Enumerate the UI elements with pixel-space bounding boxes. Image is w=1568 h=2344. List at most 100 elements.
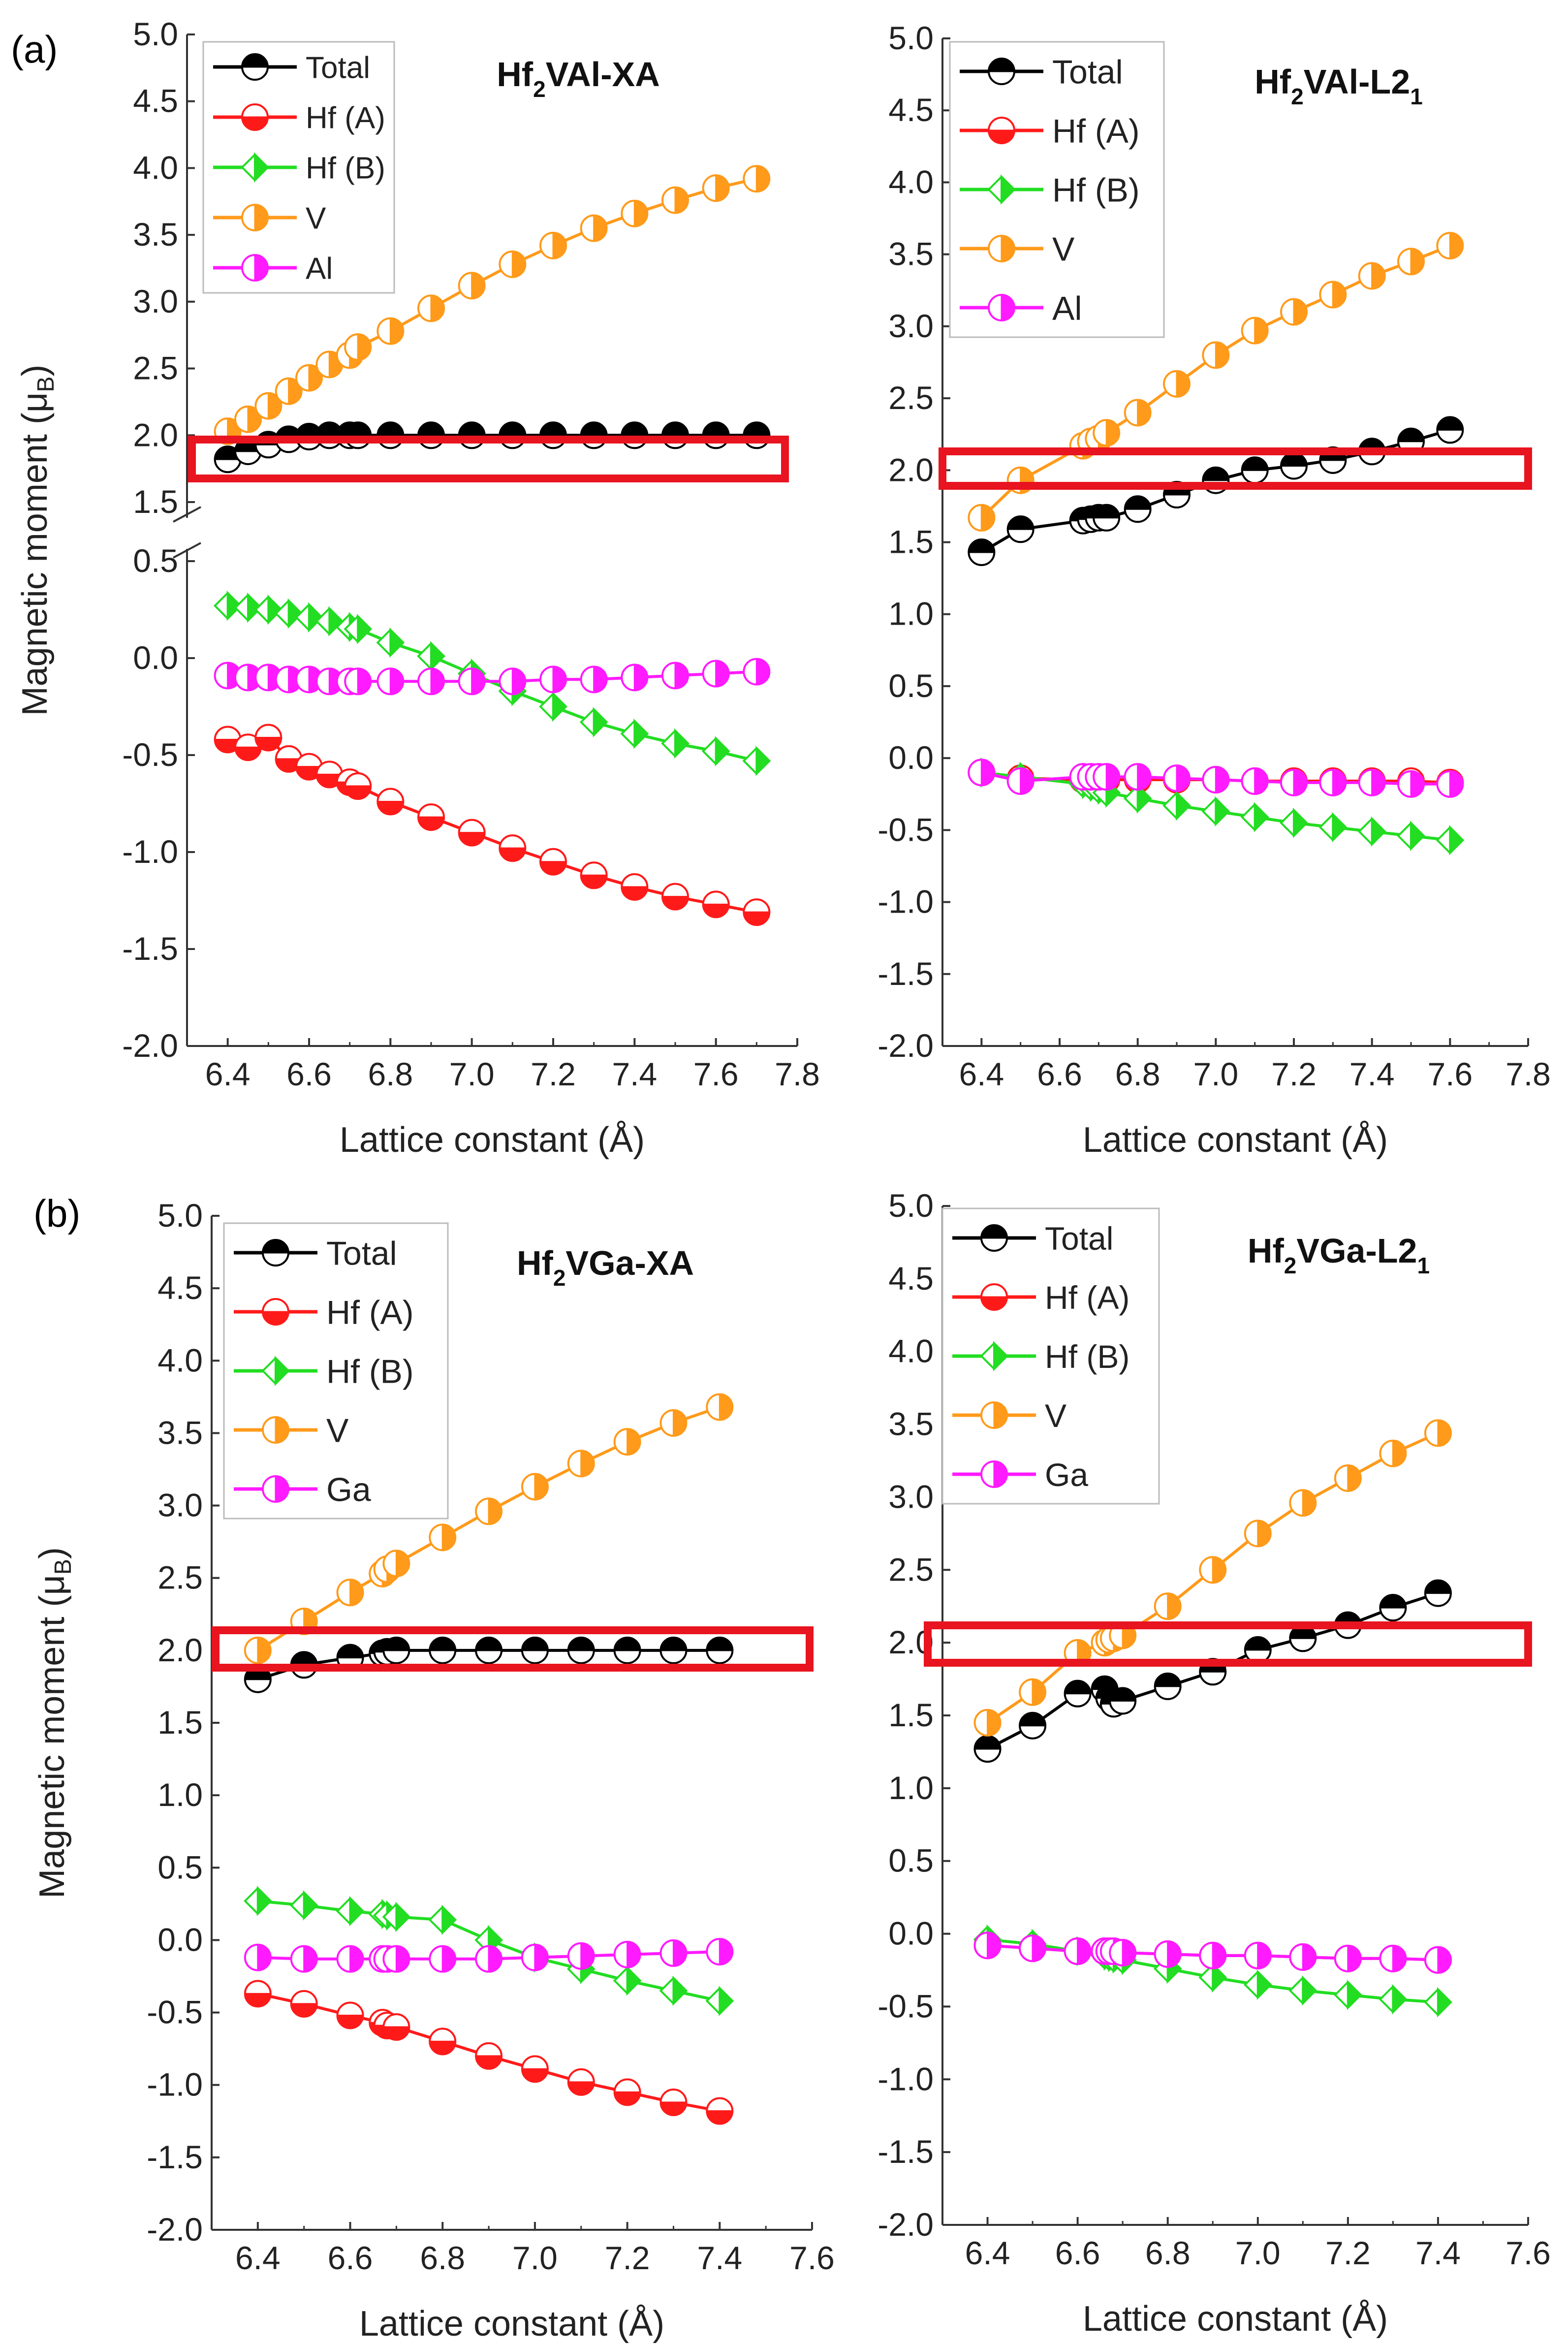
- y-tick-label: -1.0: [878, 884, 934, 920]
- legend-item: Hf (A): [213, 101, 385, 135]
- data-point-fill: [1105, 419, 1120, 446]
- data-point-fill: [672, 1939, 687, 1967]
- data-point-fill: [580, 874, 608, 889]
- chart-title: Hf2VAl-XA: [497, 55, 660, 102]
- y-axis-label: Magnetic moment (μB): [32, 1547, 76, 1899]
- data-point-fill: [539, 421, 567, 436]
- data-point-fill: [1137, 399, 1152, 426]
- data-point-fill: [262, 1239, 289, 1254]
- series-hf-b: [213, 590, 771, 776]
- legend-label: Hf (B): [1045, 1338, 1129, 1375]
- data-point-fill: [567, 1637, 595, 1651]
- data-point-fill: [429, 2040, 456, 2055]
- data-point-fill: [458, 421, 486, 436]
- data-point-fill: [1020, 767, 1035, 795]
- data-point-fill: [357, 333, 372, 361]
- data-point-fill: [552, 232, 567, 259]
- legend-item: Hf (B): [234, 1353, 414, 1390]
- panel-b-label: (b): [33, 1192, 81, 1235]
- data-point-fill: [1212, 1556, 1226, 1584]
- x-tick-label: 6.8: [1115, 1056, 1160, 1092]
- y-tick-label: 4.5: [888, 92, 934, 128]
- legend-item: Al: [213, 252, 333, 285]
- data-point-fill: [974, 1735, 1002, 1750]
- series-total: [973, 1579, 1452, 1763]
- y-tick-label: 2.5: [888, 1551, 934, 1587]
- y-tick-label: 1.5: [888, 524, 934, 560]
- y-tick-label: 1.0: [157, 1776, 203, 1813]
- data-point-fill: [1257, 1520, 1272, 1547]
- data-point-fill: [357, 667, 372, 695]
- data-point-fill: [1332, 812, 1348, 843]
- data-point-fill: [1167, 1940, 1182, 1968]
- x-tick-label: 7.6: [789, 2240, 835, 2276]
- data-point-fill: [1122, 1939, 1136, 1966]
- data-point-fill: [1332, 281, 1347, 309]
- y-tick-label: 4.0: [133, 149, 178, 186]
- legend-label: Hf (A): [326, 1294, 414, 1331]
- data-point-fill: [614, 2091, 641, 2106]
- data-point-fill: [1215, 796, 1230, 827]
- data-point-fill: [389, 317, 404, 345]
- y-tick-label: 2.5: [133, 350, 178, 386]
- data-point-fill: [429, 1637, 456, 1651]
- data-point-fill: [980, 1296, 1008, 1311]
- legend-item: Ga: [234, 1471, 371, 1508]
- data-point-fill: [275, 1356, 290, 1386]
- data-point-fill: [275, 1475, 289, 1503]
- legend-label: Al: [1052, 289, 1082, 327]
- data-point-fill: [471, 272, 486, 299]
- highlight-box: [188, 436, 789, 482]
- legend-label: Total: [1052, 53, 1123, 91]
- data-point-fill: [389, 627, 405, 658]
- data-point-fill: [580, 1450, 595, 1477]
- data-point-fill: [627, 1428, 641, 1456]
- data-point-fill: [1254, 317, 1269, 345]
- data-point-fill: [256, 1886, 272, 1916]
- data-point-fill: [1437, 1946, 1452, 1974]
- y-tick-label: 0.5: [133, 542, 178, 579]
- data-point-fill: [1032, 1934, 1046, 1962]
- data-point-fill: [430, 641, 445, 671]
- data-point-fill: [659, 2101, 687, 2116]
- y-tick-label: 3.0: [157, 1487, 203, 1523]
- highlight-box: [924, 1621, 1532, 1667]
- data-point-fill: [521, 1637, 549, 1651]
- y-tick-label: 2.0: [888, 451, 934, 488]
- y-tick-label: 0.5: [888, 1842, 934, 1879]
- data-point-fill: [1410, 248, 1425, 275]
- data-point-fill: [580, 421, 608, 436]
- legend-label: Hf (A): [1045, 1279, 1129, 1316]
- data-point-fill: [441, 1945, 456, 1973]
- x-tick-label: 7.4: [612, 1056, 657, 1092]
- data-point-fill: [719, 1393, 733, 1421]
- y-tick-label: 1.5: [888, 1697, 934, 1733]
- legend-item: Al: [960, 289, 1082, 327]
- data-point-fill: [626, 1965, 642, 1996]
- data-point-fill: [1424, 1580, 1452, 1594]
- y-tick-label: 4.0: [888, 163, 934, 200]
- data-point-fill: [382, 2026, 410, 2041]
- y-tick-label: -1.5: [878, 955, 934, 992]
- data-point-fill: [499, 421, 526, 436]
- data-point-fill: [1202, 467, 1229, 481]
- data-point-fill: [1136, 783, 1152, 814]
- x-tick-label: 7.2: [605, 2240, 650, 2276]
- data-point-fill: [672, 1409, 687, 1437]
- data-point-fill: [1241, 456, 1269, 471]
- y-tick-label: 0.5: [888, 667, 934, 704]
- legend: Total Hf (A) Hf (B) V Al: [949, 41, 1165, 338]
- x-tick-label: 7.0: [512, 2240, 558, 2276]
- y-tick-label: 5.0: [133, 16, 178, 52]
- data-point-fill: [715, 660, 730, 688]
- data-point-fill: [1379, 1594, 1407, 1609]
- data-point-fill: [715, 736, 730, 766]
- chart-title: Hf2VGa-L21: [1248, 1232, 1430, 1278]
- series-total: [214, 421, 771, 474]
- legend-label: Hf (B): [1052, 171, 1140, 209]
- legend-item: Hf (A): [952, 1279, 1129, 1316]
- data-point-fill: [1293, 769, 1308, 796]
- legend-item: Total: [213, 51, 370, 85]
- x-tick-label: 6.4: [205, 1056, 251, 1092]
